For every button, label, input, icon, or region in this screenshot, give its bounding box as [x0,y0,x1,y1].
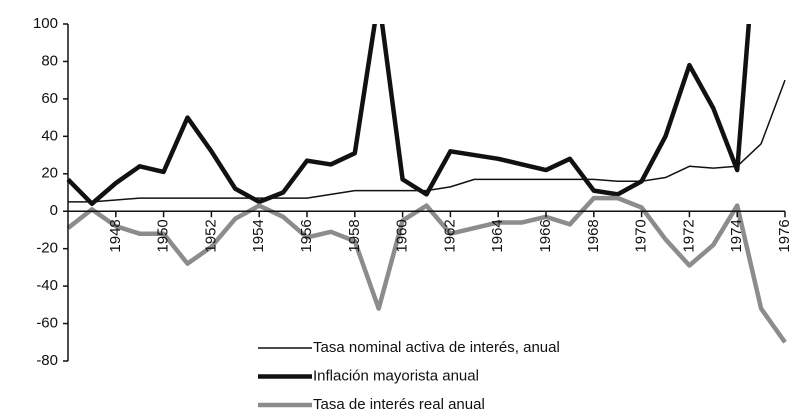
legend-label: Tasa nominal activa de interés, anual [313,339,560,356]
y-tick-label: 100 [33,15,58,32]
plot-area [66,24,787,344]
y-tick-label: -40 [36,277,58,294]
x-tick-label: 1976 [776,219,793,252]
x-tick-label: 1954 [250,219,267,252]
y-tick-label: -20 [36,240,58,257]
y-tick-label: -60 [36,315,58,332]
series-line [66,195,787,344]
x-tick-label: 1956 [298,219,315,252]
y-tick-label: 40 [41,127,58,144]
x-tick-label: 1948 [107,219,124,252]
x-tick-label: 1962 [441,219,458,252]
y-tick-label: 0 [50,202,58,219]
x-tick-label: 1950 [155,219,172,252]
legend-label: Tasa de interés real anual [313,396,485,413]
x-tick-label: 1958 [346,219,363,252]
y-tick-label: 60 [41,90,58,107]
series-line [66,24,752,206]
x-tick-label: 1964 [489,219,506,252]
x-tick-label: 1972 [680,219,697,252]
y-tick-label: 80 [41,52,58,69]
legend-label: Inflación mayorista anual [313,367,479,384]
x-tick-label: 1960 [394,219,411,252]
x-tick-label: 1968 [585,219,602,252]
x-tick-label: 1974 [728,219,745,252]
y-tick-label: 20 [41,165,58,182]
x-tick-label: 1966 [537,219,554,252]
x-tick-label: 1970 [633,219,650,252]
x-tick-label: 1952 [202,219,219,252]
y-tick-label: -80 [36,352,58,369]
